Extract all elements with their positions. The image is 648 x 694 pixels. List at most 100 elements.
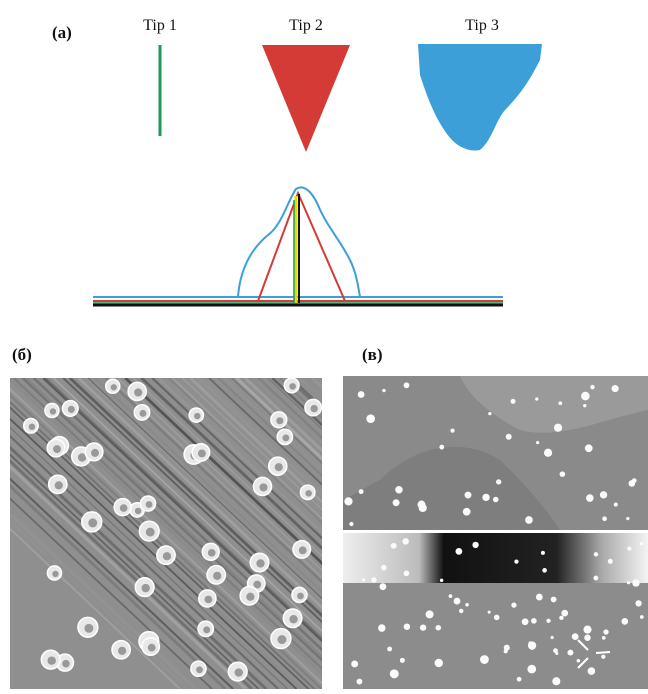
adatom <box>551 597 557 603</box>
adatom <box>356 679 362 685</box>
adatom <box>632 478 637 483</box>
adatom <box>541 551 545 555</box>
adatom <box>536 441 539 444</box>
adatom <box>449 594 453 598</box>
adatom <box>366 414 375 423</box>
adatom <box>586 494 594 502</box>
adatom <box>572 633 579 640</box>
adatom <box>602 516 607 521</box>
particle-core <box>282 434 289 441</box>
adatom <box>506 434 512 440</box>
particle-core <box>194 413 200 419</box>
particle-core <box>297 593 304 600</box>
adatom <box>358 391 365 398</box>
particle-core <box>146 501 153 508</box>
adatom <box>436 625 442 631</box>
particle-core <box>203 626 210 633</box>
particle-core <box>289 615 297 623</box>
page: {"panel_a": {"label": "(a)", "tips": ["T… <box>0 0 648 689</box>
particle-core <box>91 449 99 457</box>
adatom <box>482 494 489 501</box>
particle-core <box>141 584 149 592</box>
adatom <box>528 641 532 645</box>
adatom <box>590 385 594 389</box>
adatom <box>359 489 364 494</box>
particle-core <box>62 660 70 668</box>
adatom <box>496 479 501 484</box>
particle-core <box>198 450 206 458</box>
adatom <box>371 577 376 582</box>
adatom <box>404 570 410 576</box>
adatom <box>494 615 500 621</box>
particle-core <box>47 656 55 664</box>
particle-core <box>84 624 93 633</box>
adatom <box>378 624 385 631</box>
adatom <box>493 497 499 503</box>
adatom <box>402 538 408 544</box>
adatom <box>601 655 605 659</box>
particle-core <box>277 635 286 644</box>
adatom <box>600 491 607 498</box>
adatom <box>382 389 385 392</box>
particle-core <box>111 384 117 390</box>
tip-label: Tip 3 <box>465 17 499 34</box>
adatom <box>583 404 586 407</box>
adatom <box>531 618 537 624</box>
adatom <box>514 559 518 563</box>
particle-core <box>148 644 156 652</box>
adatom <box>535 397 538 400</box>
adatom <box>463 508 471 516</box>
adatom <box>559 616 563 620</box>
adatom <box>602 636 606 640</box>
adatom <box>626 517 629 520</box>
particle-core <box>88 518 97 527</box>
adatom <box>393 499 400 506</box>
adatom <box>640 615 644 619</box>
adatom <box>544 449 552 457</box>
adatom <box>381 565 387 571</box>
adatom <box>552 677 560 685</box>
adatom <box>440 579 443 582</box>
adatom <box>632 579 639 586</box>
particle-core <box>310 405 317 412</box>
particle-core <box>305 490 312 497</box>
adatom <box>554 424 562 432</box>
particle-core <box>140 410 147 417</box>
adatom <box>621 618 628 625</box>
adatom <box>395 486 403 494</box>
adatom <box>588 667 596 675</box>
adatom <box>614 503 618 507</box>
adatom <box>627 547 631 551</box>
adatom <box>420 624 426 630</box>
adatom <box>558 401 562 405</box>
adatom <box>612 385 619 392</box>
adatom <box>603 629 608 634</box>
adatom <box>511 399 516 404</box>
adatom <box>522 618 529 625</box>
adatom <box>531 647 534 650</box>
adatom <box>560 471 566 477</box>
stm-image <box>343 533 648 689</box>
adatom <box>488 412 491 415</box>
adatom <box>387 647 392 652</box>
adatom <box>362 578 365 581</box>
tip-label: Tip 1 <box>143 17 177 34</box>
panel-label: (б) <box>12 345 32 364</box>
adatom <box>391 543 397 549</box>
particle-core <box>146 528 155 537</box>
panel-label: (a) <box>52 23 72 42</box>
adatom <box>379 583 386 590</box>
adatom <box>390 669 399 678</box>
adatom <box>404 623 410 629</box>
panel-label: (в) <box>362 345 383 364</box>
adatom <box>472 542 478 548</box>
particle-core <box>53 445 61 453</box>
adatom <box>555 652 558 655</box>
scan-band <box>343 533 648 583</box>
tip-3-shape <box>418 44 542 151</box>
adatom <box>344 497 352 505</box>
tip-2-shape <box>262 45 350 152</box>
particle-core <box>134 388 142 396</box>
adatom <box>459 609 463 613</box>
adatom <box>561 610 568 617</box>
